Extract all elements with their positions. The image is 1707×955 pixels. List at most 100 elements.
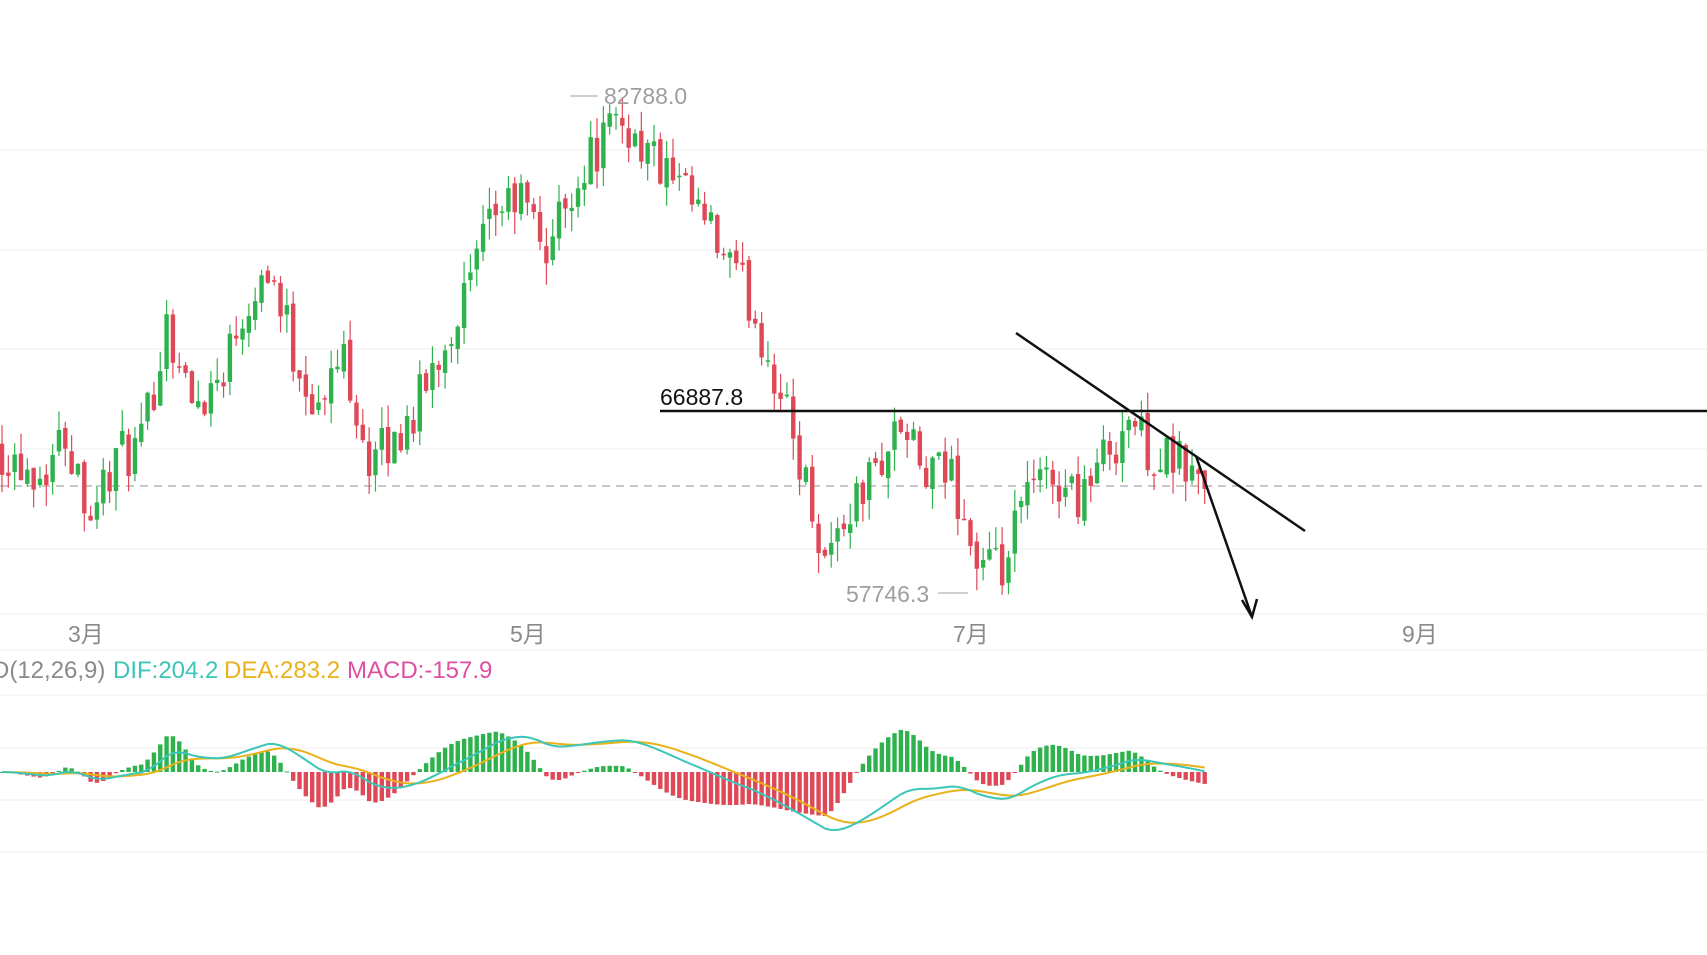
candle-body xyxy=(1031,478,1036,481)
candle-body xyxy=(442,350,448,373)
candle-body xyxy=(6,472,11,476)
candle-body xyxy=(1151,474,1157,476)
macd-bar xyxy=(411,772,416,776)
candle-body xyxy=(1050,469,1055,485)
candle-body xyxy=(196,401,201,408)
macd-histogram xyxy=(0,729,1207,816)
candle-body xyxy=(506,188,511,212)
candle-body xyxy=(1056,485,1062,502)
macd-bar xyxy=(645,772,650,781)
macd-bar xyxy=(556,772,562,781)
macd-bar xyxy=(898,729,904,772)
candle-body xyxy=(778,392,783,399)
macd-bar xyxy=(1183,772,1188,780)
candle-body xyxy=(791,396,796,439)
macd-bar xyxy=(354,772,359,791)
candle-body xyxy=(101,469,106,504)
macd-bar xyxy=(803,772,809,814)
candle-body xyxy=(1126,419,1131,431)
macd-bar xyxy=(550,772,555,780)
candle-body xyxy=(721,253,726,256)
macd-bar xyxy=(132,765,138,772)
macd-bar xyxy=(417,769,422,772)
candle-body xyxy=(1075,474,1081,518)
macd-bar xyxy=(512,740,517,772)
macd-bar xyxy=(784,772,790,811)
macd-bar xyxy=(126,767,131,772)
macd-bar xyxy=(1107,754,1112,772)
macd-bar xyxy=(240,759,245,772)
macd-bar xyxy=(430,757,435,772)
x-axis-label-mar: 3月 xyxy=(68,621,104,647)
macd-bar xyxy=(936,753,942,772)
macd-bar xyxy=(854,772,859,773)
descending-trendline[interactable] xyxy=(1015,331,1306,533)
candle-body xyxy=(942,451,948,483)
candle-body xyxy=(974,541,980,569)
macd-bar xyxy=(1101,755,1106,772)
macd-bar xyxy=(791,772,796,812)
candle-body xyxy=(259,275,264,303)
candle-body xyxy=(461,282,467,328)
candle-body xyxy=(873,458,878,463)
candle-body xyxy=(740,262,745,265)
candle-body xyxy=(904,431,910,441)
candle-body xyxy=(215,379,220,384)
macd-bar xyxy=(221,770,226,772)
macd-bar xyxy=(385,772,391,798)
macd-bar xyxy=(740,772,745,805)
candle-body xyxy=(898,419,904,432)
candle-body xyxy=(183,365,188,373)
candle-body xyxy=(145,392,150,422)
candle-body xyxy=(556,201,562,239)
candle-body xyxy=(164,314,169,369)
macd-bar xyxy=(360,772,366,796)
macd-bar xyxy=(980,772,986,785)
macd-bar xyxy=(1037,747,1043,772)
macd-bar xyxy=(816,772,821,816)
macd-bar xyxy=(734,772,739,805)
candle-body xyxy=(518,183,524,214)
macd-bar xyxy=(987,772,992,786)
candle-body xyxy=(1107,441,1112,455)
candle-body xyxy=(126,434,131,477)
candle-body xyxy=(734,250,739,264)
candle-body xyxy=(18,453,24,481)
macd-bar xyxy=(1044,745,1049,772)
candle-body xyxy=(75,463,81,475)
candle-body xyxy=(480,223,486,252)
x-axis-label-sep: 9月 xyxy=(1402,621,1438,647)
macd-bar xyxy=(518,744,524,772)
candle-body xyxy=(810,466,815,522)
macd-bar xyxy=(151,752,157,772)
macd-bar xyxy=(848,772,853,783)
candle-body xyxy=(366,441,372,476)
macd-bar xyxy=(753,772,758,805)
candle-body xyxy=(525,182,530,203)
candle-body xyxy=(379,427,384,450)
candle-body xyxy=(1177,440,1182,469)
macd-bar xyxy=(303,772,309,797)
macd-bar xyxy=(461,738,467,772)
macd-bar xyxy=(867,755,872,772)
candle-body xyxy=(360,424,366,441)
candle-body xyxy=(803,467,809,482)
macd-bar xyxy=(404,772,410,782)
macd-bar xyxy=(1075,753,1081,772)
projection-arrow-shaft[interactable] xyxy=(1194,455,1254,618)
macd-bar xyxy=(398,772,403,788)
candle-body xyxy=(468,272,473,281)
candle-body xyxy=(980,559,986,568)
macd-bar xyxy=(189,759,195,772)
candle-body xyxy=(879,460,885,475)
candle-body xyxy=(949,458,954,481)
candle-body xyxy=(658,139,663,184)
candle-body xyxy=(765,360,771,362)
macd-bar xyxy=(911,734,916,772)
candle-body xyxy=(1132,420,1138,427)
candle-body xyxy=(594,137,600,172)
macd-bar xyxy=(955,760,961,772)
macd-bar xyxy=(1050,744,1055,772)
macd-bar xyxy=(689,772,695,802)
